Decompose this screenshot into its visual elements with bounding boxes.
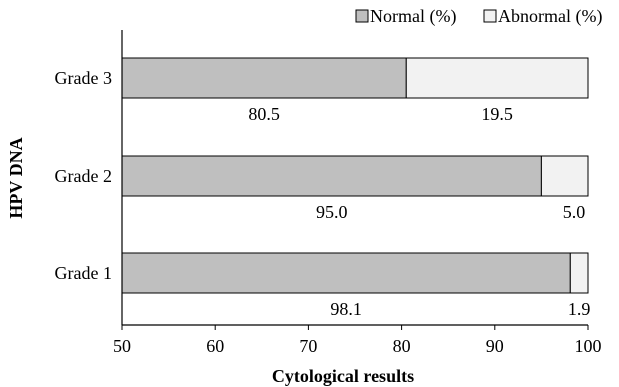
data-label-abnormal-grade-2: 5.0 [563,202,586,222]
x-tick-label-100: 100 [575,336,602,356]
bar-abnormal-grade-3 [405,57,589,99]
data-label-abnormal-grade-1: 1.9 [568,299,591,319]
legend-swatch-abnormal [483,9,497,23]
data-label-normal-grade-1: 98.1 [330,299,362,319]
x-axis-title: Cytological results [272,366,414,386]
legend-label-abnormal: Abnormal (%) [498,6,602,27]
data-label-abnormal-grade-3: 19.5 [481,104,513,124]
x-tick-label-70: 70 [299,336,317,356]
bar-abnormal-grade-2 [540,155,589,197]
plot-area: 80.5 19.5 95.0 5.0 98.1 1.9 [121,57,591,319]
y-axis-title: HPV DNA [6,137,26,218]
y-category-label-grade-2: Grade 2 [55,166,112,186]
data-label-normal-grade-3: 80.5 [248,104,280,124]
legend-swatch-normal [355,9,369,23]
bar-normal-grade-1 [121,252,571,294]
y-category-label-grade-1: Grade 1 [55,263,112,283]
x-tick-label-80: 80 [393,336,411,356]
data-label-normal-grade-2: 95.0 [316,202,348,222]
bar-abnormal-grade-1 [569,252,589,294]
x-tick-label-50: 50 [113,336,131,356]
x-tick-label-60: 60 [206,336,224,356]
y-axis-categories: Grade 3 Grade 2 Grade 1 [55,68,112,283]
x-tick-label-90: 90 [486,336,504,356]
bar-normal-grade-3 [121,57,407,99]
x-axis-ticks: 50 60 70 80 90 100 [113,325,602,356]
y-category-label-grade-3: Grade 3 [55,68,112,88]
legend-label-normal: Normal (%) [370,6,456,27]
bar-normal-grade-2 [121,155,542,197]
legend: Normal (%) Abnormal (%) [355,6,602,27]
